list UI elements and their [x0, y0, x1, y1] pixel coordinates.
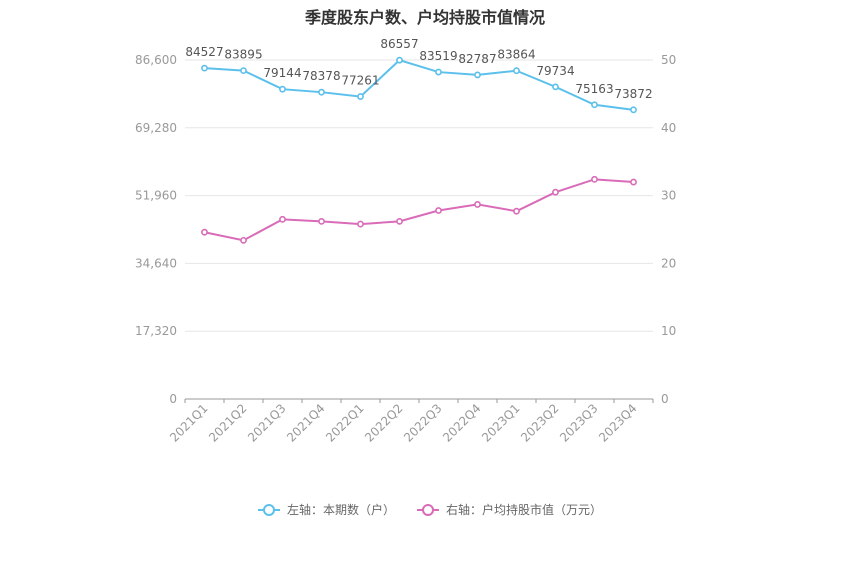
grid-lines [185, 59, 653, 400]
data-label: 86557 [380, 37, 418, 51]
left-axis-tick: 69,280 [135, 121, 177, 135]
legend-label: 左轴：本期数（户） [287, 502, 395, 517]
series-line [204, 178, 634, 242]
data-label: 78378 [302, 69, 340, 83]
left-axis-tick: 51,960 [135, 189, 177, 203]
data-label: 79144 [263, 66, 301, 80]
left-axis-tick: 17,320 [135, 324, 177, 338]
left-axis-tick: 34,640 [135, 256, 177, 270]
data-point [279, 215, 286, 223]
data-point [513, 67, 520, 75]
data-label: 79734 [536, 64, 574, 78]
axes: 0 0 17,320 10 34,640 20 51,960 30 69,280 40 86,600… [135, 53, 676, 445]
right-axis-tick: 20 [661, 256, 676, 270]
right-axis-tick: 40 [661, 121, 676, 135]
data-point [201, 64, 208, 72]
right-axis-tick: 0 [661, 392, 669, 406]
data-point [513, 207, 520, 215]
data-point [201, 228, 208, 236]
x-axis-tick: 2023Q1 [479, 401, 523, 445]
data-point [318, 217, 325, 225]
x-axis-tick: 2022Q1 [323, 401, 367, 445]
data-label: 73872 [614, 87, 652, 101]
data-point [240, 236, 247, 244]
series-lines [201, 56, 637, 244]
data-point [474, 71, 481, 79]
series-line [204, 59, 634, 111]
data-label: 83519 [419, 49, 457, 63]
data-label: 75163 [575, 82, 613, 96]
x-axis-tick: 2021Q3 [245, 401, 289, 445]
legend-swatch-marker [263, 504, 275, 516]
chart-title: 季度股东户数、户均持股市值情况 [304, 8, 545, 27]
data-point [630, 106, 637, 114]
x-axis-tick: 2022Q2 [362, 401, 406, 445]
data-point [552, 188, 559, 196]
x-axis-tick: 2021Q4 [284, 401, 328, 445]
data-label: 83895 [224, 48, 262, 62]
data-point [396, 217, 403, 225]
data-point [357, 220, 364, 228]
data-point [591, 175, 598, 183]
data-label: 84527 [185, 45, 223, 59]
x-axis-tick: 2023Q3 [557, 401, 601, 445]
left-axis-tick: 86,600 [135, 53, 177, 67]
right-axis-tick: 50 [661, 53, 676, 67]
data-point [357, 93, 364, 100]
data-label: 83864 [497, 48, 535, 62]
right-axis-tick: 30 [661, 189, 676, 203]
data-point [435, 68, 442, 76]
x-axis-tick: 2021Q1 [167, 401, 211, 445]
data-point [240, 67, 247, 74]
data-point [630, 178, 637, 186]
data-point [435, 207, 442, 214]
left-axis-tick: 0 [169, 392, 177, 406]
x-axis-tick: 2021Q2 [206, 401, 250, 445]
data-point [591, 101, 598, 109]
legend-swatch-marker [422, 504, 435, 516]
x-axis-tick: 2023Q2 [518, 401, 562, 445]
data-point [396, 56, 403, 64]
data-point [318, 88, 325, 96]
x-axis-tick: 2023Q4 [596, 401, 640, 445]
data-label: 82787 [458, 52, 496, 66]
x-axis-tick: 2022Q3 [401, 401, 445, 445]
right-axis-tick: 10 [661, 324, 676, 338]
data-point [279, 85, 286, 93]
legend-label: 右轴：户均持股市值（万元） [446, 502, 602, 517]
x-axis-tick: 2022Q4 [440, 401, 484, 445]
legend: 左轴：本期数（户） 右轴：户均持股市值（万元） [258, 502, 602, 517]
data-point [552, 83, 559, 91]
data-label: 77261 [341, 74, 379, 88]
data-point [474, 201, 481, 208]
